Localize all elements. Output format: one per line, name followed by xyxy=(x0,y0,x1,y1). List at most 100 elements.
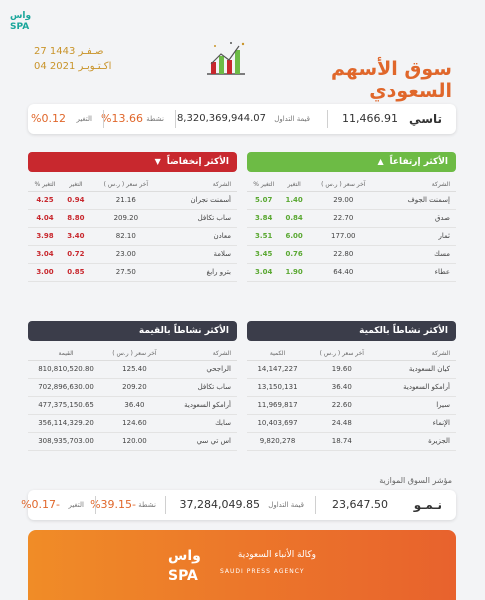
divider xyxy=(103,110,104,128)
footer-banner xyxy=(28,530,456,600)
last-price: 29.00 xyxy=(307,191,379,210)
table-header-row: الشركة آخر سعر ( ر.س ) التغير التغير % xyxy=(247,178,456,192)
last-price: 22.80 xyxy=(307,245,379,264)
last-price: 19.60 xyxy=(308,360,376,379)
quantity: 10,403,697 xyxy=(247,414,309,433)
table-row: صدق 22.70 0.84 3.84 xyxy=(247,209,456,228)
company-name: الإنماء xyxy=(375,414,456,433)
bar-chart-icon xyxy=(203,40,249,80)
change-percent: 3.84 xyxy=(247,209,281,228)
change-percent: 4.25 xyxy=(28,191,62,210)
nomu-index-value: 23,647.50 xyxy=(332,498,388,511)
divider xyxy=(175,110,176,128)
nomu-turnover-label: قيمة التداول xyxy=(268,501,304,509)
last-price: 82.10 xyxy=(89,227,162,246)
change-percent: 5.07 xyxy=(247,191,281,210)
company-name: ثمار xyxy=(378,227,456,246)
divider xyxy=(95,496,96,514)
quantity: 14,147,227 xyxy=(247,360,309,379)
last-price: 21.16 xyxy=(89,191,162,210)
company-name: أرامكو السعودية xyxy=(164,396,237,415)
column-header: الشركة xyxy=(378,178,456,192)
company-name: ساب تكافل xyxy=(164,378,237,397)
nomu-name: نـمـو xyxy=(413,498,442,512)
page-title: سوق الأسهم السعودي xyxy=(331,58,452,102)
company-name: صدق xyxy=(378,209,456,228)
most-active-value-header: الأكثر نشاطاً بالقيمة xyxy=(28,321,237,341)
table-row: مسك 22.80 0.76 3.45 xyxy=(247,245,456,264)
top-losers-title: الأكثر إنخفاضاً xyxy=(166,157,229,167)
footer-agency-name-en: SAUDI PRESS AGENCY xyxy=(220,568,305,575)
last-price: 36.40 xyxy=(308,378,376,397)
change: 0.85 xyxy=(61,263,90,282)
last-price: 27.50 xyxy=(89,263,162,282)
tasi-index-value: 11,466.91 xyxy=(342,112,398,125)
date-block: 27 صـفـر 1443 04 اكـتـوبـر 2021 xyxy=(34,44,134,74)
change: 6.00 xyxy=(280,227,308,246)
top-losers-panel: الأكثر إنخفاضاً ▼ الشركة آخر سعر ( ر.س )… xyxy=(28,152,237,282)
most-active-value-panel: الأكثر نشاطاً بالقيمة الشركة آخر سعر ( ر… xyxy=(28,321,237,451)
change: 0.72 xyxy=(61,245,90,264)
most-active-quantity-table: الشركة آخر سعر ( ر.س ) الكمية كيان السعو… xyxy=(247,347,456,451)
parallel-market-label: مؤشر السوق الموازية xyxy=(379,476,452,485)
divider xyxy=(327,110,328,128)
column-header: التغير % xyxy=(28,178,62,192)
last-price: 120.00 xyxy=(104,432,165,451)
arrow-up-icon: ▲ xyxy=(377,157,387,166)
company-name: معادن xyxy=(161,227,237,246)
company-name: اس تي سي xyxy=(164,432,237,451)
column-header: التغير xyxy=(61,178,90,192)
tasi-change-label: التغير xyxy=(76,115,92,123)
company-name: سلامة xyxy=(161,245,237,264)
change-percent: 3.04 xyxy=(247,263,281,282)
column-header: الشركة xyxy=(161,178,237,192)
nomu-summary-card: نـمـو 23,647.50 قيمة التداول 37,284,049.… xyxy=(21,490,456,520)
value: 308,935,703.00 xyxy=(28,432,105,451)
change: 0.84 xyxy=(280,209,308,228)
table-header-row: الشركة آخر سعر ( ر.س ) القيمة xyxy=(28,347,237,361)
table-row: الإنماء 24.48 10,403,697 xyxy=(247,414,456,433)
table-row: أرامكو السعودية 36.40 477,375,150.65 xyxy=(28,396,237,415)
value: 702,896,630.00 xyxy=(28,378,105,397)
last-price: 24.48 xyxy=(308,414,376,433)
last-price: 124.60 xyxy=(104,414,165,433)
last-price: 22.70 xyxy=(307,209,379,228)
table-row: سيرا 22.60 11,969,817 xyxy=(247,396,456,415)
value: 356,114,329.20 xyxy=(28,414,105,433)
table-row: عطاء 64.40 1.90 3.04 xyxy=(247,263,456,282)
value: 477,375,150.65 xyxy=(28,396,105,415)
table-row: ساب تكافل 209.20 8.80 4.04 xyxy=(28,209,237,228)
change: 0.76 xyxy=(280,245,308,264)
quantity: 11,969,817 xyxy=(247,396,309,415)
change: 8.80 xyxy=(61,209,90,228)
tasi-name: تاسي xyxy=(409,112,442,126)
change-percent: 3.45 xyxy=(247,245,281,264)
tasi-summary-card: تاسي 11,466.91 قيمة التداول 8,320,369,94… xyxy=(28,104,456,134)
top-gainers-table: الشركة آخر سعر ( ر.س ) التغير التغير % إ… xyxy=(247,178,456,282)
company-name: ساب تكافل xyxy=(161,209,237,228)
column-header: القيمة xyxy=(28,347,105,361)
last-price: 64.40 xyxy=(307,263,379,282)
arrow-down-icon: ▼ xyxy=(154,157,164,166)
company-name: كيان السعودية xyxy=(375,360,456,379)
table-row: الجزيرة 18.74 9,820,278 xyxy=(247,432,456,451)
table-row: كيان السعودية 19.60 14,147,227 xyxy=(247,360,456,379)
table-row: الراجحي 125.40 810,810,520.80 xyxy=(28,360,237,379)
last-price: 36.40 xyxy=(104,396,165,415)
table-row: أسمنت نجران 21.16 0.94 4.25 xyxy=(28,191,237,210)
last-price: 209.20 xyxy=(89,209,162,228)
column-header: آخر سعر ( ر.س ) xyxy=(104,347,165,361)
nomu-activity-label: نشطة xyxy=(138,501,156,509)
nomu-change-label: التغير xyxy=(68,501,84,509)
date-gregorian: 04 اكـتـوبـر 2021 xyxy=(34,61,112,72)
change: 3.40 xyxy=(61,227,90,246)
agency-logo: واس SPA xyxy=(10,8,40,32)
value: 810,810,520.80 xyxy=(28,360,105,379)
change: 1.40 xyxy=(280,191,308,210)
last-price: 209.20 xyxy=(104,378,165,397)
most-active-quantity-title: الأكثر نشاطاً بالكمية xyxy=(359,326,448,336)
column-header: التغير % xyxy=(247,178,281,192)
column-header: آخر سعر ( ر.س ) xyxy=(308,347,376,361)
footer-agency-logo: واس SPA وكالة الأنباء السعودية SAUDI PRE… xyxy=(168,546,318,590)
top-losers-table: الشركة آخر سعر ( ر.س ) التغير التغير % أ… xyxy=(28,178,237,282)
